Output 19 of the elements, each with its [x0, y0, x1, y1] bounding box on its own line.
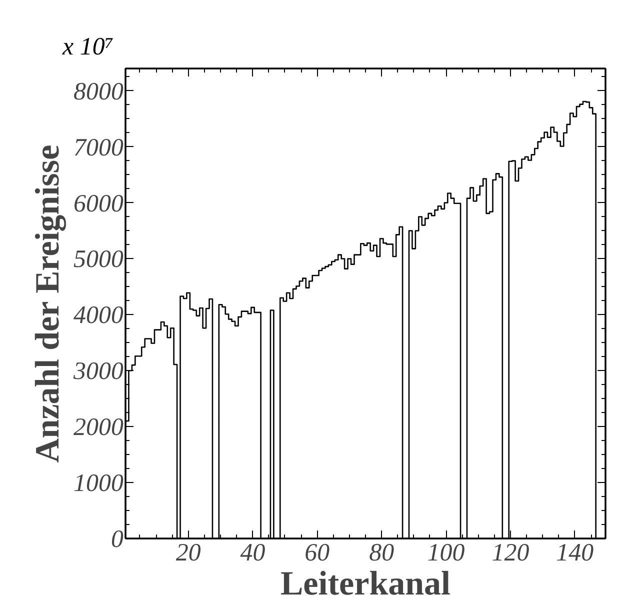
- x-tick-label: 140: [556, 540, 594, 566]
- y-tick-label: 4000: [74, 302, 124, 330]
- y-axis-title: Anzahl der Ereignisse: [30, 144, 66, 463]
- y-tick-label: 7000: [74, 134, 124, 162]
- x-tick-label: 80: [369, 540, 395, 566]
- x-tick-label: 60: [304, 540, 330, 566]
- x-tick-label: 40: [240, 540, 266, 566]
- x-tick-label: 120: [492, 540, 530, 566]
- x-tick-label: 20: [176, 540, 202, 566]
- x-tick-label: 100: [427, 540, 466, 566]
- y-tick-label: 3000: [72, 358, 124, 386]
- y-tick-label: 0: [111, 526, 124, 553]
- y-tick-label: 8000: [74, 78, 124, 106]
- y-tick-label: 2000: [74, 414, 124, 442]
- y-tick-label: 6000: [74, 190, 124, 218]
- y-tick-label: 1000: [74, 470, 124, 498]
- y-tick-label: 5000: [74, 246, 124, 274]
- x-axis-title: Leiterkanal: [280, 566, 450, 602]
- text: x 10⁷: [62, 34, 114, 60]
